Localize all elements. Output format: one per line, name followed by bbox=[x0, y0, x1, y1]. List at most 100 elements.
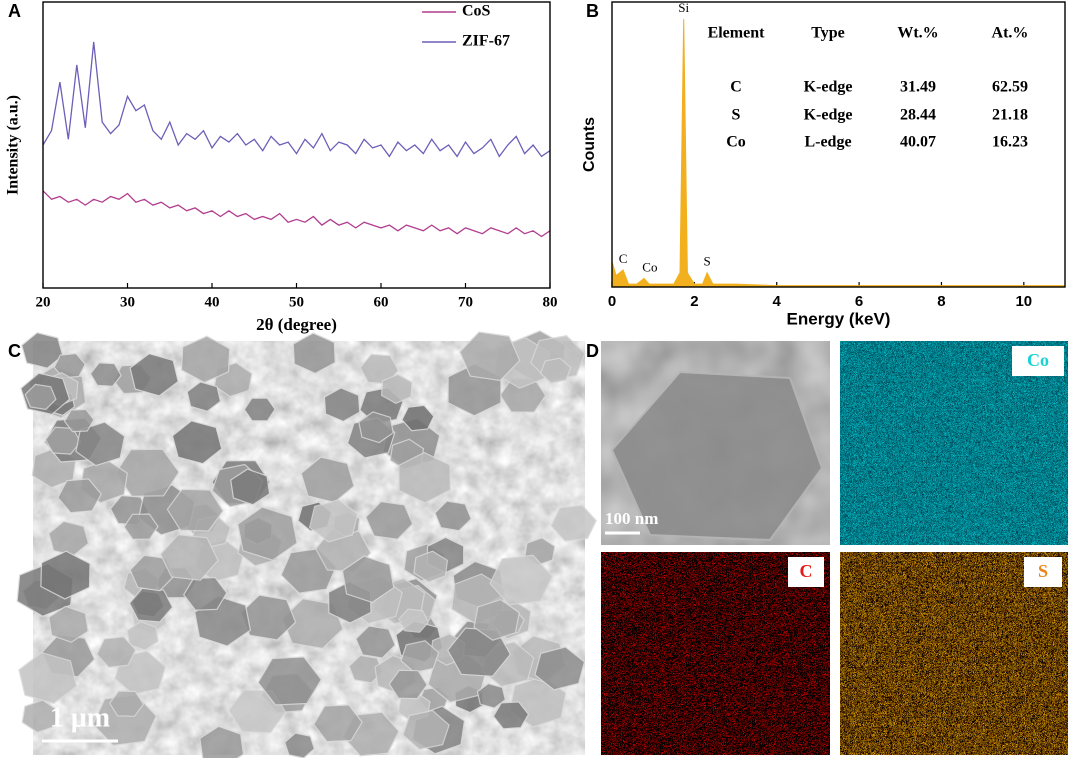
table-header: Type bbox=[811, 25, 844, 42]
crystal bbox=[129, 352, 179, 397]
crystal bbox=[413, 550, 449, 583]
x-tick-label: 50 bbox=[289, 294, 304, 310]
panels: A B C D bbox=[8, 1, 599, 361]
crystal bbox=[53, 352, 87, 379]
crystal bbox=[89, 362, 122, 387]
table-cell: 40.07 bbox=[900, 134, 936, 151]
crystal bbox=[458, 331, 521, 382]
crystal bbox=[18, 652, 78, 704]
crystal bbox=[243, 397, 276, 422]
crystal bbox=[323, 387, 361, 423]
crystal bbox=[123, 513, 159, 540]
spectrum-area bbox=[611, 19, 1066, 288]
legend-label: CoS bbox=[462, 3, 491, 20]
crystal bbox=[257, 656, 323, 706]
peak-label: Si bbox=[678, 0, 689, 15]
crystal bbox=[24, 383, 57, 411]
x-tick-label: 0 bbox=[608, 293, 616, 310]
plot-frame bbox=[611, 1, 1066, 288]
crystal bbox=[489, 554, 554, 606]
crystal bbox=[380, 373, 413, 404]
crystal bbox=[281, 598, 344, 650]
panel-label: D bbox=[586, 341, 599, 361]
legend-label: ZIF-67 bbox=[462, 33, 510, 50]
map-label: S bbox=[1038, 561, 1048, 581]
table-cell: 16.23 bbox=[992, 134, 1028, 151]
crystal bbox=[402, 709, 450, 751]
crystal bbox=[312, 704, 363, 743]
crystal bbox=[63, 408, 95, 433]
crystal bbox=[401, 404, 435, 432]
crystal bbox=[292, 332, 336, 375]
table-cell: Co bbox=[726, 134, 746, 151]
table-header: Element bbox=[708, 25, 766, 42]
table-cell: 28.44 bbox=[900, 107, 936, 124]
crystal bbox=[40, 550, 91, 600]
crystal bbox=[398, 451, 451, 504]
x-tick-label: 20 bbox=[36, 294, 51, 310]
panel-label: C bbox=[8, 341, 21, 361]
crystal bbox=[284, 732, 316, 758]
x-tick-label: 30 bbox=[120, 294, 135, 310]
crystal bbox=[534, 646, 586, 691]
crystals bbox=[16, 330, 597, 758]
peak-label: S bbox=[704, 254, 711, 269]
crystal bbox=[114, 448, 180, 497]
crystal bbox=[159, 533, 219, 581]
scale-label: 100 nm bbox=[605, 509, 658, 528]
map-label: C bbox=[800, 561, 813, 581]
x-tick-label: 80 bbox=[543, 294, 558, 310]
x-tick-label: 4 bbox=[773, 293, 782, 310]
table-header: At.% bbox=[992, 25, 1029, 42]
crystal bbox=[21, 699, 59, 734]
map-label-box bbox=[1024, 557, 1062, 587]
crystal bbox=[476, 682, 507, 709]
table-cell: L-edge bbox=[804, 134, 851, 151]
map-label: Co bbox=[1027, 350, 1049, 370]
crystal bbox=[308, 499, 359, 543]
x-tick-label: 2 bbox=[690, 293, 698, 310]
crystal bbox=[398, 608, 430, 633]
table-cell: S bbox=[732, 107, 741, 124]
element-maps: 100 nm Co C S bbox=[601, 341, 1068, 755]
crystal bbox=[128, 587, 174, 623]
peak-label: C bbox=[619, 251, 628, 266]
table-cell: 21.18 bbox=[992, 107, 1028, 124]
crystal bbox=[492, 701, 530, 730]
crystal bbox=[539, 357, 572, 384]
peak-label: Co bbox=[642, 259, 657, 274]
y-axis-label: Counts bbox=[581, 117, 598, 172]
table-cell: 31.49 bbox=[900, 79, 936, 96]
x-tick-label: 60 bbox=[374, 294, 389, 310]
crystal bbox=[199, 725, 245, 758]
crystal bbox=[341, 555, 395, 604]
crystal bbox=[237, 506, 298, 561]
crystal bbox=[240, 594, 297, 641]
crystal bbox=[96, 636, 137, 669]
panel-label: A bbox=[8, 1, 21, 21]
crystal bbox=[166, 488, 224, 532]
crystal bbox=[434, 500, 472, 532]
crystal bbox=[550, 504, 597, 542]
x-axis-label: Energy (keV) bbox=[787, 309, 891, 328]
x-tick-label: 10 bbox=[1015, 293, 1032, 310]
map-label-box bbox=[1012, 346, 1064, 376]
series-line bbox=[42, 190, 551, 238]
crystal bbox=[348, 654, 384, 684]
series-line bbox=[42, 41, 551, 158]
crystal bbox=[180, 335, 231, 384]
x-tick-label: 6 bbox=[855, 293, 863, 310]
crystal bbox=[365, 500, 414, 541]
table-cell: 62.59 bbox=[992, 79, 1028, 96]
crystal bbox=[21, 332, 64, 369]
x-tick-label: 8 bbox=[937, 293, 945, 310]
hexagon-particle bbox=[610, 370, 824, 542]
crystal bbox=[186, 381, 222, 412]
crystal bbox=[48, 605, 89, 643]
crystal bbox=[230, 468, 271, 506]
x-tick-label: 70 bbox=[458, 294, 473, 310]
x-tick-label: 40 bbox=[205, 294, 220, 310]
table-cell: K-edge bbox=[804, 107, 853, 124]
crystal bbox=[388, 669, 428, 700]
